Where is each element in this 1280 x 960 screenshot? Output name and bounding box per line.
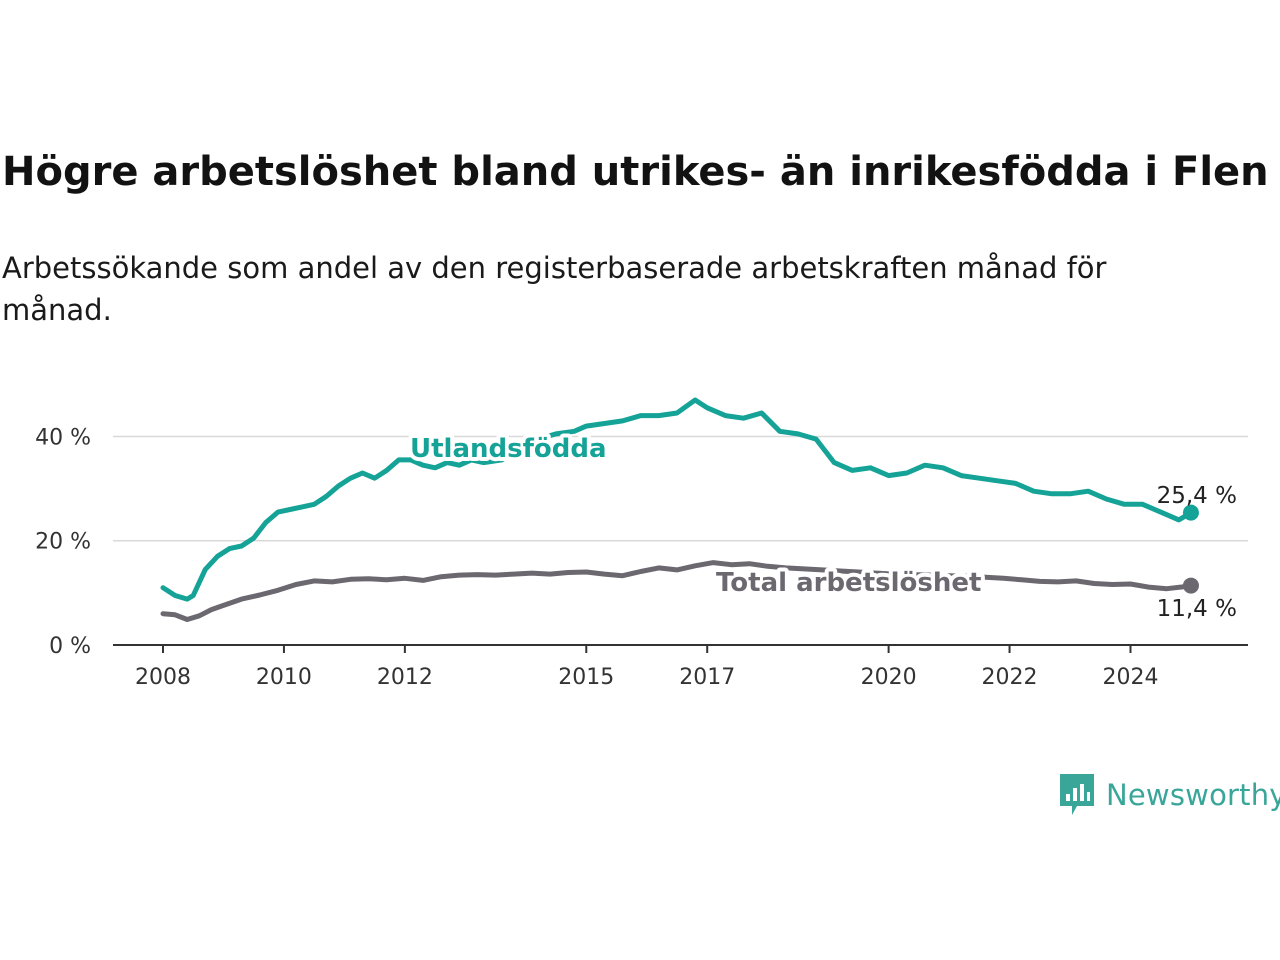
end-value-label: 11,4 % [1157, 596, 1237, 622]
x-tick-label: 2008 [135, 665, 191, 690]
series-name-label: Utlandsfödda [410, 434, 607, 464]
end-point-total-arbetsloshet [1182, 577, 1199, 594]
y-tick-label: 0 % [49, 634, 91, 659]
y-tick-label: 20 % [35, 530, 91, 555]
x-tick-label: 2022 [982, 665, 1038, 690]
series-line-utlandsfodda [160, 397, 1194, 602]
x-tick-label: 2024 [1102, 665, 1158, 690]
y-axis: 0 % 20 % 40 % [35, 425, 91, 659]
line-chart: 0 % 20 % 40 % 2008 2010 2012 2015 2017 2020 2022… [35, 397, 1248, 690]
end-point-utlandsfodda [1182, 504, 1199, 521]
x-tick-label: 2015 [558, 665, 614, 690]
chart-subtitle: Arbetssökande som andel av den registerb… [2, 251, 1107, 327]
y-tick-label: 40 % [35, 425, 91, 450]
series-labels: Utlandsfödda Total arbetslöshet 25,4 % 11,4… [406, 430, 1237, 622]
x-tick-label: 2020 [861, 665, 917, 690]
newsworthy-brand: Newsworthy [1058, 772, 1280, 818]
brand-name: Newsworthy [1106, 778, 1280, 812]
x-axis: 2008 2010 2012 2015 2017 2020 2022 2024 [135, 645, 1158, 690]
series-lines [160, 397, 1199, 622]
newsworthy-logo-icon [1060, 774, 1094, 815]
x-tick-label: 2012 [377, 665, 433, 690]
x-tick-label: 2017 [679, 665, 735, 690]
series-name-label: Total arbetslöshet [716, 568, 981, 598]
end-value-label: 25,4 % [1157, 483, 1237, 509]
chart-title: Högre arbetslöshet bland utrikes- än inr… [2, 149, 1269, 195]
y-gridlines [113, 435, 1248, 542]
x-tick-label: 2010 [256, 665, 312, 690]
series-line-total-arbetsloshet [160, 560, 1194, 622]
